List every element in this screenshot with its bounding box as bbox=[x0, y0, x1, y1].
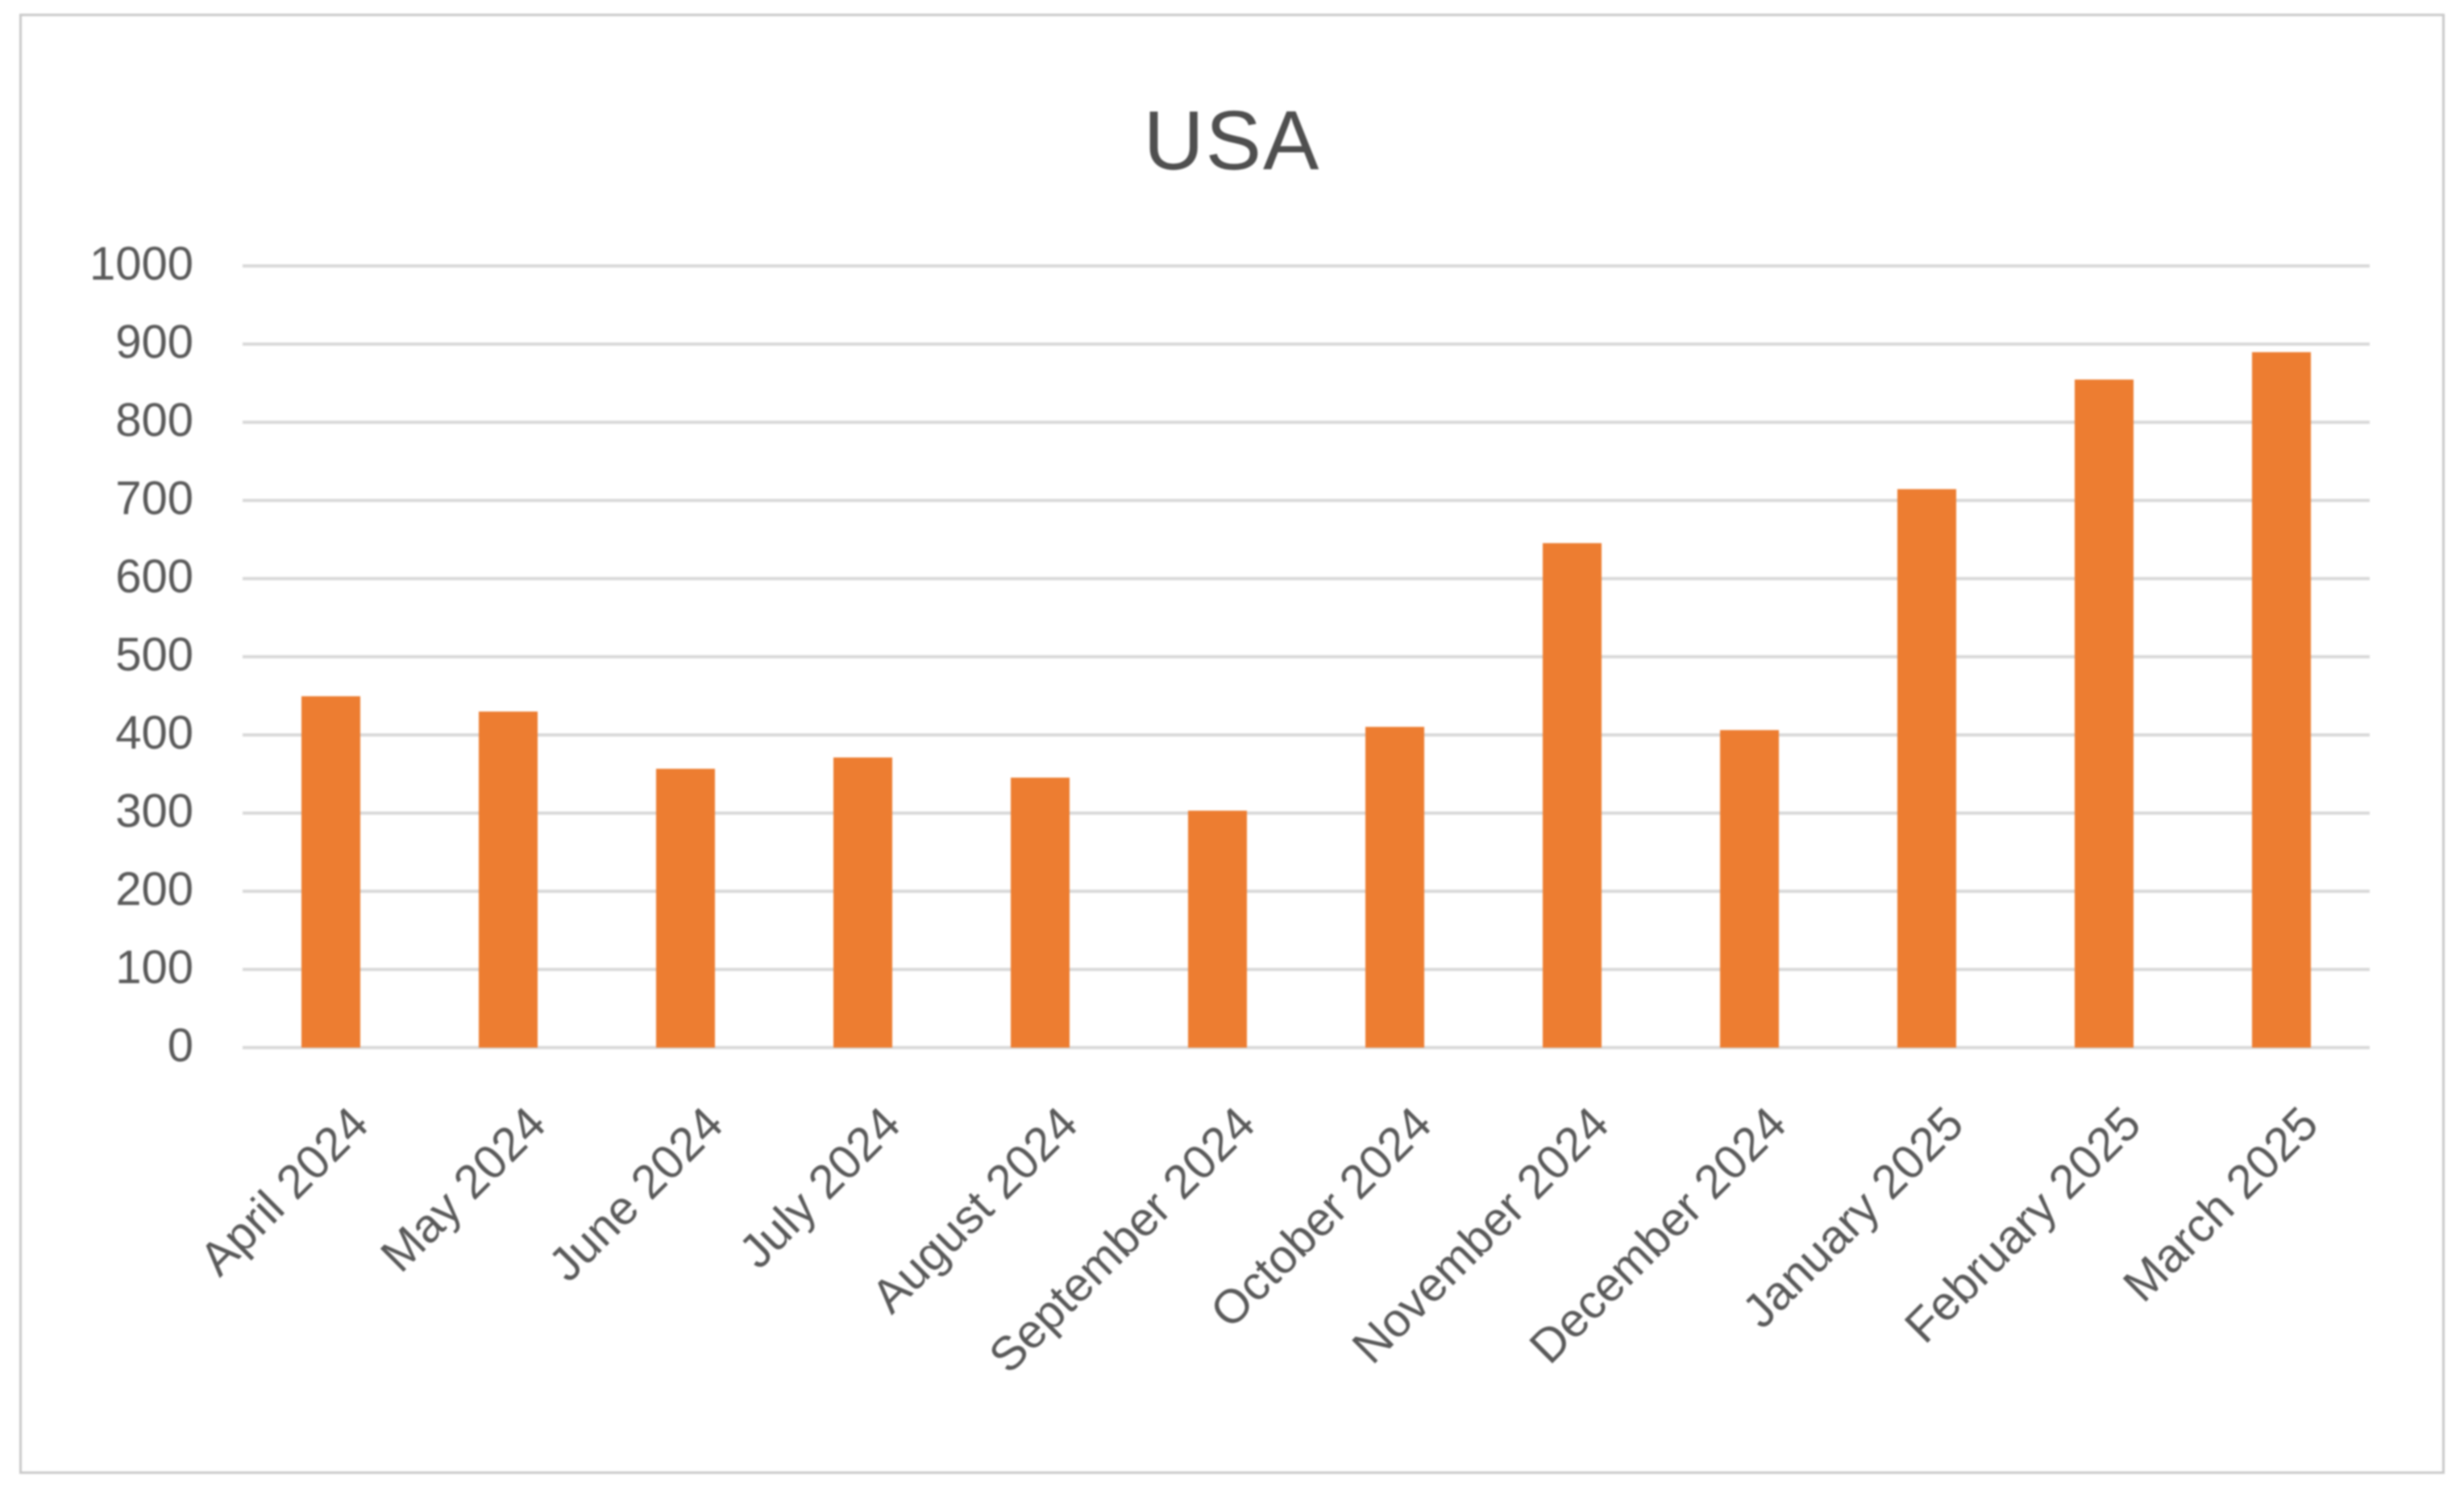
bar-august-2024 bbox=[1011, 778, 1070, 1048]
gridline-100 bbox=[243, 968, 2370, 971]
y-tick-label-100: 100 bbox=[115, 941, 193, 994]
y-tick-label-300: 300 bbox=[115, 785, 193, 837]
x-tick-label-june-2024: June 2024 bbox=[538, 1096, 733, 1292]
gridline-200 bbox=[243, 890, 2370, 893]
y-tick-label-200: 200 bbox=[115, 863, 193, 915]
chart-title: USA bbox=[1143, 94, 1321, 188]
x-tick-label-april-2024: April 2024 bbox=[189, 1096, 379, 1286]
gridline-700 bbox=[243, 499, 2370, 502]
gridline-1000 bbox=[243, 264, 2370, 268]
plot-area: 0 100 200 300 400 500 600 700 800 900 1000 April 20… bbox=[22, 16, 2442, 1471]
y-tick-label-800: 800 bbox=[115, 394, 193, 446]
gridline-600 bbox=[243, 577, 2370, 580]
y-tick-label-600: 600 bbox=[115, 550, 193, 603]
bar-march-2025 bbox=[2251, 351, 2311, 1048]
chart-frame: USA 0 100 200 300 400 500 600 700 800 900 1000 Apri… bbox=[19, 14, 2445, 1474]
bar-april-2024 bbox=[301, 695, 361, 1048]
y-tick-label-400: 400 bbox=[115, 707, 193, 759]
bar-october-2024 bbox=[1365, 727, 1424, 1048]
bar-july-2024 bbox=[833, 757, 893, 1048]
gridline-400 bbox=[243, 733, 2370, 737]
bar-december-2024 bbox=[1719, 730, 1779, 1048]
bar-january-2025 bbox=[1897, 489, 1956, 1048]
gridline-500 bbox=[243, 655, 2370, 658]
x-tick-label-july-2024: July 2024 bbox=[728, 1096, 911, 1279]
gridline-0 bbox=[243, 1046, 2370, 1049]
bar-june-2024 bbox=[656, 768, 716, 1048]
y-tick-label-900: 900 bbox=[115, 316, 193, 368]
x-tick-label-may-2024: May 2024 bbox=[370, 1096, 556, 1282]
gridline-900 bbox=[243, 342, 2370, 346]
y-tick-label-700: 700 bbox=[115, 472, 193, 525]
bar-february-2025 bbox=[2074, 379, 2134, 1048]
bar-may-2024 bbox=[479, 711, 538, 1048]
y-tick-label-1000: 1000 bbox=[89, 238, 193, 290]
y-tick-label-0: 0 bbox=[167, 1019, 193, 1072]
bar-november-2024 bbox=[1542, 543, 1602, 1048]
y-tick-label-500: 500 bbox=[115, 629, 193, 681]
bar-september-2024 bbox=[1188, 811, 1248, 1048]
gridline-300 bbox=[243, 811, 2370, 815]
gridline-800 bbox=[243, 421, 2370, 424]
